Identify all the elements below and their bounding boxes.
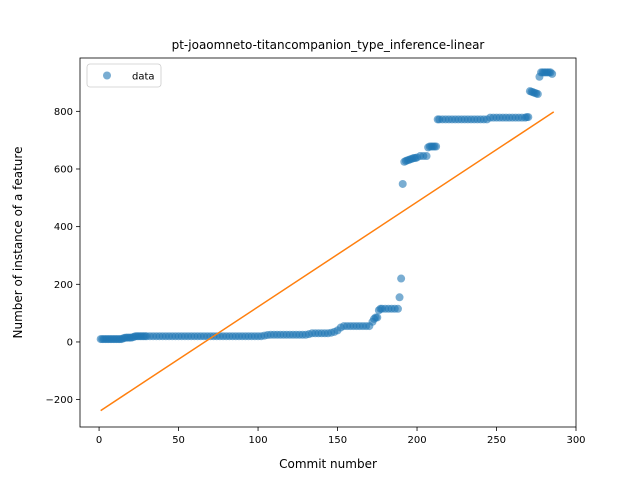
y-tick-label: −200	[46, 395, 73, 406]
chart-title: pt-joaomneto-titancompanion_type_inferen…	[172, 38, 485, 52]
plot-area	[96, 68, 557, 412]
axes: 0 50 100 150 200 250 300 −200 0 200 400 600 800	[46, 57, 586, 446]
legend: data	[86, 63, 162, 88]
y-axis-label: Number of instance of a feature	[11, 147, 25, 339]
x-tick-label: 150	[328, 435, 347, 446]
y-tick-label: 0	[67, 337, 73, 348]
x-tick-label: 50	[172, 435, 185, 446]
data-point	[422, 152, 431, 161]
fit-line	[100, 111, 555, 412]
data-point	[432, 142, 441, 151]
data-point	[397, 274, 406, 283]
x-tick-label: 300	[566, 435, 585, 446]
x-tick-label: 100	[249, 435, 268, 446]
data-series-data	[96, 68, 557, 344]
legend-marker	[103, 71, 111, 80]
data-point	[393, 304, 402, 313]
data-point	[395, 293, 404, 302]
y-tick-label: 800	[54, 107, 73, 118]
data-point	[398, 179, 407, 188]
data-point	[533, 90, 542, 99]
legend-label: data	[132, 72, 155, 83]
data-point	[373, 313, 382, 322]
data-point	[524, 113, 533, 122]
axes-frame	[79, 57, 577, 428]
y-tick-label: 600	[54, 164, 73, 175]
y-tick-label: 200	[54, 280, 73, 291]
x-axis-label: Commit number	[279, 457, 377, 471]
legend-box	[86, 63, 162, 88]
x-tick-label: 200	[407, 435, 426, 446]
data-point	[548, 69, 557, 78]
x-tick-label: 250	[487, 435, 506, 446]
x-tick-label: 0	[96, 435, 102, 446]
y-tick-label: 400	[54, 222, 73, 233]
